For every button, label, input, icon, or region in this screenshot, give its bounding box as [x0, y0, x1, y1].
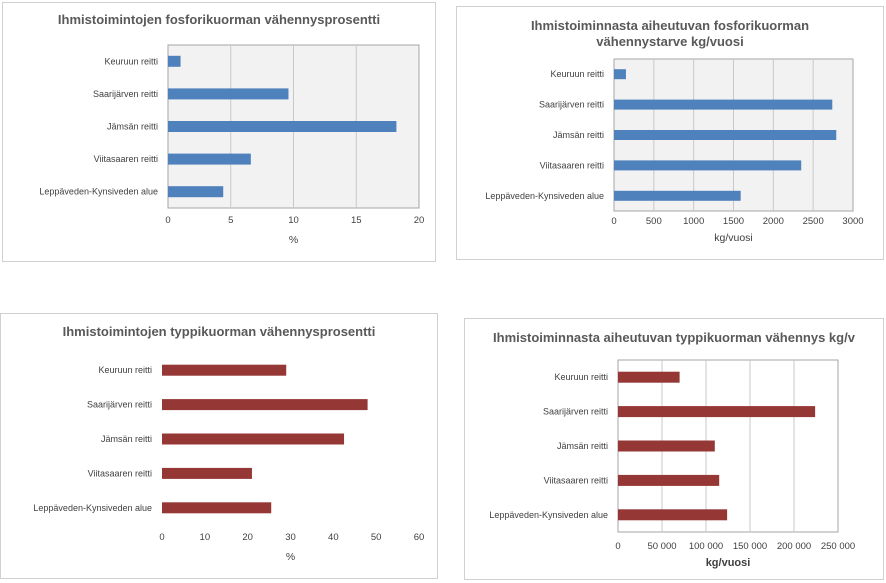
category-label: Viitasaaren reitti	[88, 468, 152, 478]
category-label: Keuruun reitti	[104, 56, 158, 66]
tick-label: 5	[228, 215, 233, 226]
category-label: Saarijärven reitti	[93, 89, 158, 99]
category-label: Viitasaaren reitti	[544, 475, 608, 485]
bar	[162, 364, 287, 376]
tick-label: 10	[288, 215, 299, 226]
chart-title: Ihmistoimintojen fosforikuorman vähennys…	[57, 12, 381, 27]
category-label: Leppäveden-Kynsiveden alue	[489, 510, 608, 520]
tick-label: 100 000	[689, 541, 723, 552]
bar	[614, 99, 833, 110]
chart-svg: Keuruun reitti Saarijärven reitti Jämsän r…	[485, 58, 864, 244]
category-label: Leppäveden-Kynsiveden alue	[33, 503, 152, 513]
x-axis-title: %	[289, 234, 298, 246]
bar	[168, 186, 224, 198]
bar	[614, 69, 626, 80]
bar	[168, 121, 397, 132]
tick-label: 20	[242, 532, 253, 543]
category-label: Keuruun reitti	[550, 69, 604, 79]
tick-label: 40	[328, 532, 339, 543]
tick-label: 150 000	[733, 541, 767, 552]
tick-label: 0	[159, 532, 164, 543]
bar	[168, 88, 289, 100]
chart-title: Ihmistoiminnasta aiheutuvan fosforikuorm…	[530, 18, 810, 49]
chart-title: Ihmistoimintojen typpikuorman vähennyspr…	[62, 324, 376, 339]
tick-label: 200 000	[777, 541, 811, 552]
x-axis-title: kg/vuosi	[714, 232, 753, 244]
chart-title: Ihmistoiminnasta aiheutuvan typpikuorman…	[493, 330, 855, 345]
tick-label: 2500	[803, 216, 824, 227]
tick-label: 50 000	[647, 541, 676, 552]
bar	[162, 502, 272, 514]
category-label: Jämsän reitti	[553, 130, 604, 140]
category-label: Leppäveden-Kynsiveden alue	[485, 191, 604, 201]
tick-label: 30	[285, 532, 296, 543]
category-label: Jämsän reitti	[101, 434, 152, 444]
bar	[618, 406, 816, 418]
tick-label: 0	[165, 215, 170, 226]
bar	[618, 474, 720, 486]
category-label: Leppäveden-Kynsiveden alue	[39, 187, 158, 197]
tick-label: 10	[200, 532, 211, 543]
bar	[162, 433, 345, 445]
tick-label: 0	[611, 216, 616, 227]
tick-label: 500	[646, 216, 662, 227]
chart-nitrogen-percent: Ihmistoimintojen typpikuorman vähennyspr…	[0, 313, 438, 579]
category-label: Jämsän reitti	[557, 441, 608, 451]
bar	[618, 371, 680, 383]
tick-label: 60	[414, 532, 425, 543]
bar	[614, 190, 741, 201]
chart-svg: Keuruun reitti Saarijärven reitti Jämsän r…	[33, 353, 425, 563]
chart-nitrogen-kg: Ihmistoiminnasta aiheutuvan typpikuorman…	[464, 318, 884, 580]
x-axis-title: kg/vuosi	[706, 557, 751, 569]
category-label: Keuruun reitti	[98, 365, 152, 375]
category-label: Jämsän reitti	[107, 122, 158, 132]
tick-label: 1500	[723, 216, 744, 227]
bar	[162, 467, 252, 479]
category-label: Saarijärven reitti	[543, 407, 608, 417]
tick-label: 0	[615, 541, 620, 552]
chart-svg: Keuruun reitti Saarijärven reitti Jämsän r…	[39, 44, 425, 246]
bar	[168, 55, 181, 67]
bar	[618, 440, 715, 452]
category-label: Viitasaaren reitti	[94, 154, 158, 164]
bar	[168, 153, 251, 165]
tick-label: 3000	[842, 216, 863, 227]
tick-label: 20	[414, 215, 425, 226]
x-axis-title: %	[286, 551, 295, 563]
category-label: Saarijärven reitti	[87, 400, 152, 410]
bar	[614, 130, 837, 140]
category-label: Viitasaaren reitti	[540, 160, 604, 170]
tick-label: 1000	[683, 216, 704, 227]
category-label: Saarijärven reitti	[539, 100, 604, 110]
bar	[162, 399, 368, 411]
chart-svg: Keuruun reitti Saarijärven reitti Jämsän r…	[489, 359, 855, 569]
chart-phosphorus-kg: Ihmistoiminnasta aiheutuvan fosforikuorm…	[456, 6, 884, 260]
bar	[618, 509, 728, 521]
category-label: Keuruun reitti	[554, 372, 608, 382]
bar	[614, 160, 802, 171]
tick-label: 50	[371, 532, 382, 543]
tick-label: 250 000	[821, 541, 855, 552]
tick-label: 15	[351, 215, 362, 226]
chart-phosphorus-percent: Ihmistoimintojen fosforikuorman vähennys…	[2, 2, 436, 262]
tick-label: 2000	[763, 216, 784, 227]
